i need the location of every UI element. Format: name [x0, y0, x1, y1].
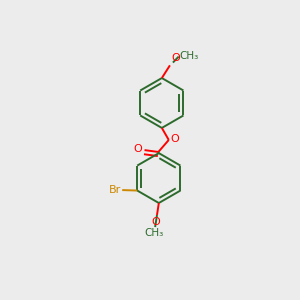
Text: O: O [152, 217, 160, 227]
Text: CH₃: CH₃ [180, 51, 199, 61]
Text: CH₃: CH₃ [144, 228, 164, 238]
Text: Br: Br [109, 185, 121, 195]
Text: O: O [133, 144, 142, 154]
Text: O: O [171, 53, 180, 64]
Text: O: O [171, 134, 179, 145]
